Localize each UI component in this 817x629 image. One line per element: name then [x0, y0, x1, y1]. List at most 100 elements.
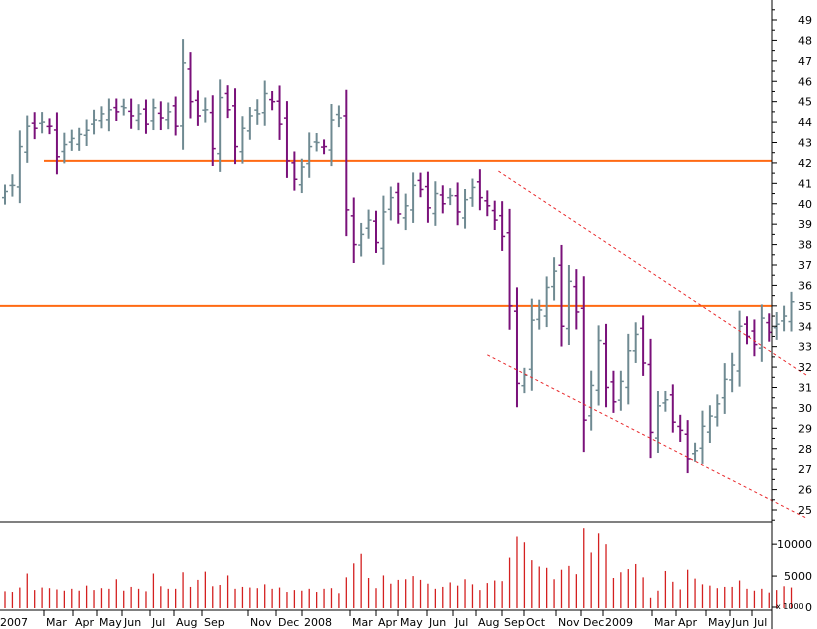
price-tick-label: 46 [798, 75, 812, 88]
time-tick-label: Apr [75, 616, 95, 629]
ohlc-bar [506, 208, 513, 330]
ohlc-bar [706, 405, 713, 443]
time-tick-label: Jul [454, 616, 468, 629]
ohlc-bar [98, 106, 105, 129]
ohlc-bar [625, 333, 632, 405]
ohlc-bar [432, 181, 439, 226]
ohlc-bar [580, 276, 587, 453]
price-tick-label: 31 [798, 382, 812, 395]
time-tick-label: Jul [753, 616, 767, 629]
ohlc-bar [39, 112, 46, 134]
ohlc-bar [232, 88, 239, 165]
price-tick-label: 47 [798, 55, 812, 68]
ohlc-bar [758, 304, 765, 362]
ohlc-bar [484, 190, 491, 217]
ohlc-bar [217, 79, 224, 172]
ohlc-bar [76, 127, 83, 151]
time-tick-label: May [99, 616, 122, 629]
ohlc-bar [395, 182, 402, 224]
ohlc-bar [105, 98, 112, 132]
ohlc-bar [417, 172, 424, 198]
price-tick-label: 41 [798, 177, 812, 190]
price-tick-label: 38 [798, 239, 812, 252]
ohlc-bar [224, 85, 231, 119]
time-tick-label: 2008 [304, 616, 332, 629]
time-tick-label: Sep [204, 616, 225, 629]
time-tick-label: Mar [352, 616, 373, 629]
price-tick-label: 36 [798, 279, 812, 292]
ohlc-bar [558, 244, 565, 347]
ohlc-bar [647, 338, 654, 459]
ohlc-bar [513, 287, 520, 408]
ohlc-bar [142, 99, 149, 134]
ohlc-bar [53, 112, 60, 175]
ohlc-bar [536, 299, 543, 330]
price-tick-label: 27 [798, 463, 812, 476]
time-tick-label: Jun [123, 616, 141, 629]
price-tick-label: 40 [798, 198, 812, 211]
ohlc-bar [387, 186, 394, 221]
ohlc-bar [239, 116, 246, 164]
ohlc-bar [714, 394, 721, 427]
ohlc-bar [157, 101, 164, 131]
volume-tick-label: 0 [805, 601, 812, 614]
ohlc-bar [246, 107, 253, 140]
time-tick-label: May [400, 616, 423, 629]
price-tick-label: 32 [798, 361, 812, 374]
ohlc-bar [491, 200, 498, 230]
time-tick-label: Mar [46, 616, 67, 629]
time-tick-label: Dec [278, 616, 299, 629]
time-tick-label: Aug [176, 616, 197, 629]
ohlc-bars-layer [2, 39, 795, 474]
ohlc-bar [313, 132, 320, 152]
ohlc-bar [699, 410, 706, 464]
price-tick-label: 30 [798, 402, 812, 415]
ohlc-bar [269, 90, 276, 111]
ohlc-bar [603, 323, 610, 408]
ohlc-bar [172, 96, 179, 136]
ohlc-bar [9, 174, 16, 197]
ohlc-bar [68, 129, 75, 151]
price-tick-label: 42 [798, 157, 812, 170]
ohlc-bar [677, 414, 684, 442]
price-tick-label: 29 [798, 422, 812, 435]
ohlc-bar [610, 370, 617, 413]
ohlc-bar [291, 151, 298, 191]
ohlc-bar [209, 95, 216, 167]
ohlc-bar [343, 89, 350, 237]
ohlc-bar [298, 158, 305, 194]
time-tick-label: Mar [654, 616, 675, 629]
trend-channel-upper-line [498, 170, 807, 376]
ohlc-bar [380, 195, 387, 265]
trend-channel-layer [487, 170, 807, 519]
ohlc-bar [781, 305, 788, 332]
price-tick-label: 45 [798, 96, 812, 109]
time-tick-label: Nov [250, 616, 272, 629]
ohlc-bar [91, 109, 98, 135]
time-tick-label: Jul [151, 616, 165, 629]
ohlc-bar [669, 384, 676, 433]
ohlc-bar [469, 178, 476, 207]
time-tick-label: Apr [378, 616, 398, 629]
ohlc-bar [462, 188, 469, 229]
ohlc-bar [194, 90, 201, 126]
ohlc-bar [654, 391, 661, 453]
ohlc-bar [662, 390, 669, 412]
ohlc-bar [632, 322, 639, 363]
price-tick-label: 43 [798, 137, 812, 150]
time-tick-label: 2009 [605, 616, 633, 629]
ohlc-bar [165, 102, 172, 130]
horizontal-lines-layer [0, 159, 772, 307]
ohlc-bar [721, 363, 728, 414]
ohlc-bar [335, 105, 342, 128]
volume-tick-label: 10000 [777, 538, 812, 551]
ohlc-bar [528, 298, 535, 391]
ohlc-bar [447, 188, 454, 206]
ohlc-bar [261, 80, 268, 126]
time-tick-label: May [708, 616, 731, 629]
ohlc-bar [128, 98, 135, 129]
